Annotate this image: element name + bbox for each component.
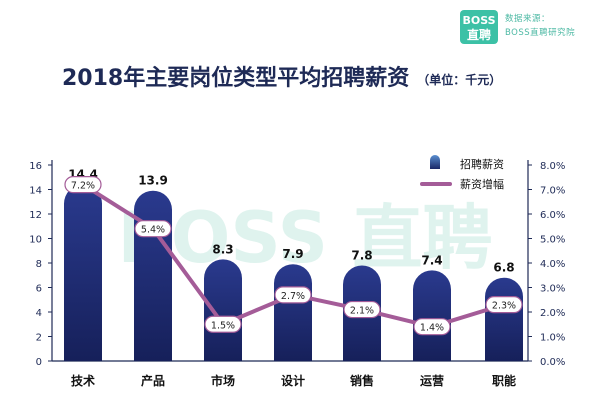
- growth-point: [413, 318, 451, 336]
- growth-point: [274, 286, 312, 304]
- bar-value-label: 8.3: [212, 242, 233, 256]
- bar: [64, 184, 102, 361]
- left-tick-label: 12: [29, 210, 42, 221]
- right-tick-label: 7.0%: [540, 186, 565, 197]
- bar: [274, 264, 312, 361]
- left-tick-label: 8: [36, 259, 42, 270]
- right-tick-label: 0.0%: [540, 357, 565, 368]
- bar: [134, 190, 172, 361]
- legend-bar-swatch: [430, 155, 440, 169]
- category-label: 市场: [211, 373, 235, 388]
- right-tick-label: 8.0%: [540, 161, 565, 172]
- growth-value-label: 2.7%: [281, 291, 305, 302]
- bar-value-label: 7.8: [351, 248, 372, 262]
- growth-point: [64, 176, 102, 194]
- left-tick-label: 2: [36, 333, 42, 344]
- category-label: 技术: [71, 373, 95, 388]
- growth-value-label: 1.4%: [420, 323, 444, 334]
- right-tick-label: 3.0%: [540, 284, 565, 295]
- left-tick-label: 10: [29, 235, 42, 246]
- growth-value-label: 2.1%: [350, 306, 374, 317]
- growth-value-label: 1.5%: [211, 320, 235, 331]
- logo-text-top: BOSS: [462, 14, 496, 27]
- growth-value-label: 7.2%: [71, 181, 95, 192]
- chart-title: 2018年主要岗位类型平均招聘薪资 （单位：千元）: [62, 60, 501, 92]
- bar: [413, 270, 451, 361]
- growth-value-label: 2.3%: [492, 301, 516, 312]
- growth-point: [485, 296, 523, 314]
- right-tick-label: 1.0%: [540, 333, 565, 344]
- right-tick-label: 4.0%: [540, 259, 565, 270]
- category-label: 销售: [350, 373, 374, 388]
- bar-value-label: 13.9: [138, 174, 168, 188]
- right-tick-label: 5.0%: [540, 235, 565, 246]
- category-label: 产品: [141, 373, 165, 388]
- bar-value-label: 7.4: [421, 253, 442, 267]
- brand-logo: BOSS 直聘: [460, 10, 498, 44]
- bar-value-label: 6.8: [493, 261, 514, 275]
- left-tick-label: 0: [36, 357, 42, 368]
- category-label: 运营: [420, 373, 444, 388]
- chart-title-text: 2018年主要岗位类型平均招聘薪资: [62, 66, 410, 91]
- data-source: 数据来源： BOSS直聘研究院: [505, 12, 575, 40]
- right-tick-label: 2.0%: [540, 308, 565, 319]
- category-label: 设计: [281, 373, 305, 388]
- chart-unit: （单位：千元）: [417, 72, 502, 87]
- growth-point: [343, 300, 381, 319]
- source-name: BOSS直聘研究院: [505, 28, 576, 38]
- bar-value-label: 7.9: [282, 247, 303, 261]
- growth-point: [134, 220, 172, 238]
- growth-value-label: 5.4%: [141, 225, 165, 236]
- logo-text-bottom: 直聘: [466, 28, 491, 42]
- source-label: 数据来源：: [505, 14, 551, 24]
- left-tick-label: 4: [36, 308, 42, 319]
- legend-bar-label: 招聘薪资: [460, 157, 504, 171]
- left-tick-label: 14: [29, 186, 42, 197]
- bar: [485, 277, 523, 361]
- left-tick-label: 16: [29, 161, 42, 172]
- right-tick-label: 6.0%: [540, 210, 565, 221]
- growth-point: [204, 315, 242, 333]
- bar: [204, 259, 242, 361]
- legend-line-label: 薪资增幅: [460, 177, 504, 191]
- category-label: 职能: [492, 373, 516, 388]
- left-tick-label: 6: [36, 284, 42, 295]
